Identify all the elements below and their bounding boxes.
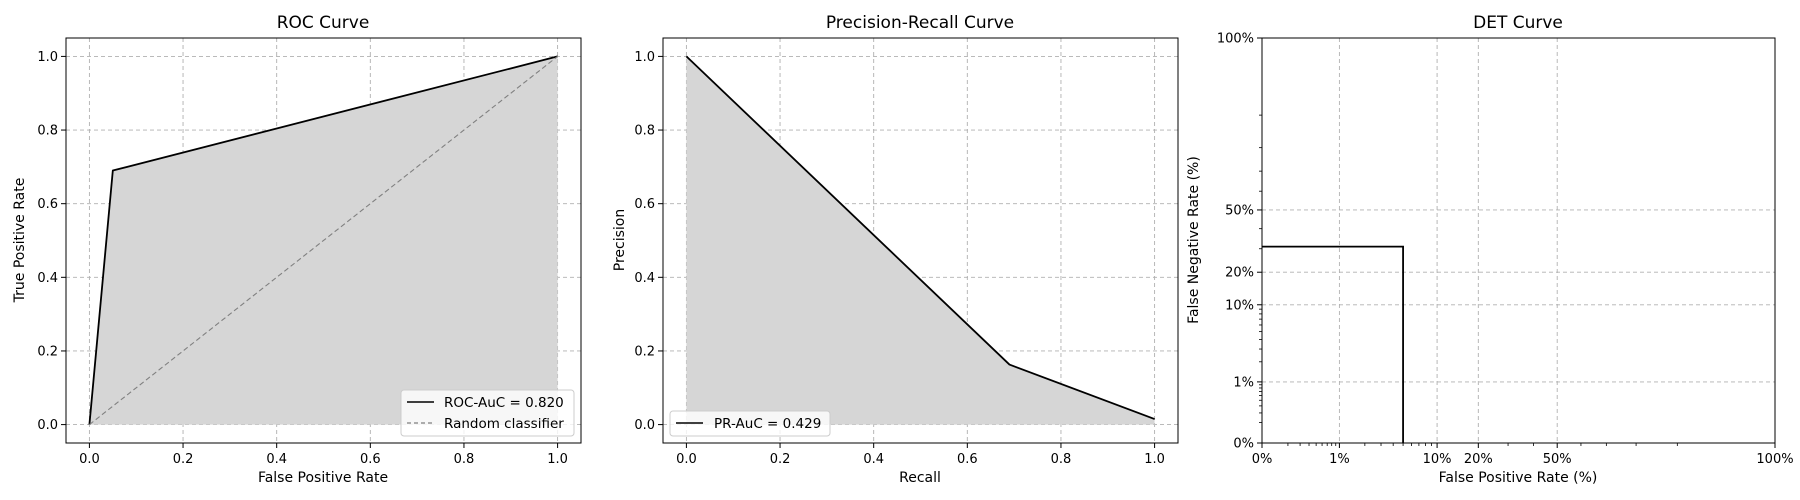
roc-x-tick-label: 0.8 xyxy=(454,452,475,467)
pr-series xyxy=(685,55,1155,420)
det-y-tick-label: 20% xyxy=(1225,266,1254,281)
det-title: DET Curve xyxy=(1473,13,1563,33)
pr-panel: Precision-Recall Curve 0.0 0.2 0.4 0.6 0.8 1.… xyxy=(612,13,1179,486)
det-y-tick-label: 1% xyxy=(1233,375,1254,390)
pr-y-tick-label: 0.6 xyxy=(634,197,655,212)
roc-x-tick-label: 0.4 xyxy=(266,452,287,467)
roc-y-axis-label: True Positive Rate xyxy=(12,178,28,304)
pr-y-tick-label: 0.4 xyxy=(634,271,655,286)
pr-y-tick-label: 0.0 xyxy=(634,418,655,433)
roc-y-tick-label: 0.0 xyxy=(37,418,58,433)
pr-y-tick-label: 1.0 xyxy=(634,50,655,65)
det-panel: DET Curve 0% 1% 10% 20% 50% 100% 0% 1% 10% 20% 50%… xyxy=(1186,13,1794,486)
det-y-tick-label: 50% xyxy=(1225,203,1254,218)
det-y-axis-label: False Negative Rate (%) xyxy=(1186,156,1202,324)
roc-x-axis-label: False Positive Rate xyxy=(258,470,388,486)
roc-y-tick-label: 0.8 xyxy=(37,124,58,139)
roc-legend-box xyxy=(400,389,575,437)
roc-legend: ROC-AuC = 0.820 Random classifier xyxy=(400,389,575,437)
det-x-tick-label: 10% xyxy=(1423,452,1452,467)
pr-x-tick-label: 0.4 xyxy=(863,452,884,467)
det-x-tick-label: 1% xyxy=(1329,452,1350,467)
roc-x-tick-label: 1.0 xyxy=(547,452,568,467)
pr-y-tick-label: 0.2 xyxy=(634,344,655,359)
pr-series-line-0 xyxy=(685,55,1155,420)
det-series xyxy=(1262,245,1404,443)
det-x-tick-label: 20% xyxy=(1464,452,1493,467)
det-grid xyxy=(1261,37,1776,444)
roc-x-tick-label: 0.6 xyxy=(360,452,381,467)
roc-y-tick-label: 0.2 xyxy=(37,344,58,359)
det-x-tick-label: 0% xyxy=(1252,452,1273,467)
det-frame xyxy=(1261,37,1776,444)
roc-ticks: 0.0 0.2 0.4 0.6 0.8 1.0 0.0 0.2 0.4 0.6 0.8 1.0 xyxy=(37,50,568,467)
det-y-tick-label: 10% xyxy=(1225,298,1254,313)
pr-y-axis-label: Precision xyxy=(612,209,628,271)
det-y-tick-label: 100% xyxy=(1217,32,1254,47)
pr-legend-entry-0: PR-AuC = 0.429 xyxy=(714,416,821,432)
pr-area-fill-0 xyxy=(686,56,1155,425)
pr-legend-box xyxy=(669,410,831,437)
roc-legend-entry-0: ROC-AuC = 0.820 xyxy=(444,395,564,411)
det-x-tick-label: 100% xyxy=(1756,452,1793,467)
det-y-tick-label: 0% xyxy=(1233,437,1254,452)
roc-legend-entry-1: Random classifier xyxy=(444,416,564,432)
roc-x-tick-label: 0.2 xyxy=(173,452,194,467)
pr-y-tick-label: 0.8 xyxy=(634,124,655,139)
roc-title: ROC Curve xyxy=(277,13,370,33)
pr-legend: PR-AuC = 0.429 xyxy=(669,410,831,437)
roc-y-tick-label: 0.4 xyxy=(37,271,58,286)
pr-x-tick-label: 0.0 xyxy=(676,452,697,467)
pr-ticks: 0.0 0.2 0.4 0.6 0.8 1.0 0.0 0.2 0.4 0.6 0.8 1.0 xyxy=(634,50,1165,467)
pr-x-tick-label: 0.8 xyxy=(1051,452,1072,467)
pr-x-axis-label: Recall xyxy=(899,470,941,486)
pr-frame xyxy=(662,37,1179,444)
roc-y-tick-label: 1.0 xyxy=(37,50,58,65)
det-ticks: 0% 1% 10% 20% 50% 100% 0% 1% 10% 20% 50% 100% xyxy=(1217,32,1794,468)
det-series-line-0 xyxy=(1262,245,1404,443)
pr-x-tick-label: 0.6 xyxy=(957,452,978,467)
pr-x-tick-label: 0.2 xyxy=(770,452,791,467)
roc-y-tick-label: 0.6 xyxy=(37,197,58,212)
roc-frame xyxy=(65,37,582,444)
det-x-tick-label: 50% xyxy=(1543,452,1572,467)
pr-fill xyxy=(686,56,1155,425)
pr-x-tick-label: 1.0 xyxy=(1144,452,1165,467)
det-x-axis-label: False Positive Rate (%) xyxy=(1439,470,1598,486)
roc-series-line-0 xyxy=(88,55,558,425)
roc-series-line-1 xyxy=(89,55,558,426)
roc-series xyxy=(88,55,558,426)
roc-x-tick-label: 0.0 xyxy=(79,452,100,467)
pr-title: Precision-Recall Curve xyxy=(826,13,1014,33)
roc-panel: ROC Curve 0.0 0.2 0.4 0.6 0.8 1.0 0.0 0.2 0.4 0.6… xyxy=(12,13,582,486)
